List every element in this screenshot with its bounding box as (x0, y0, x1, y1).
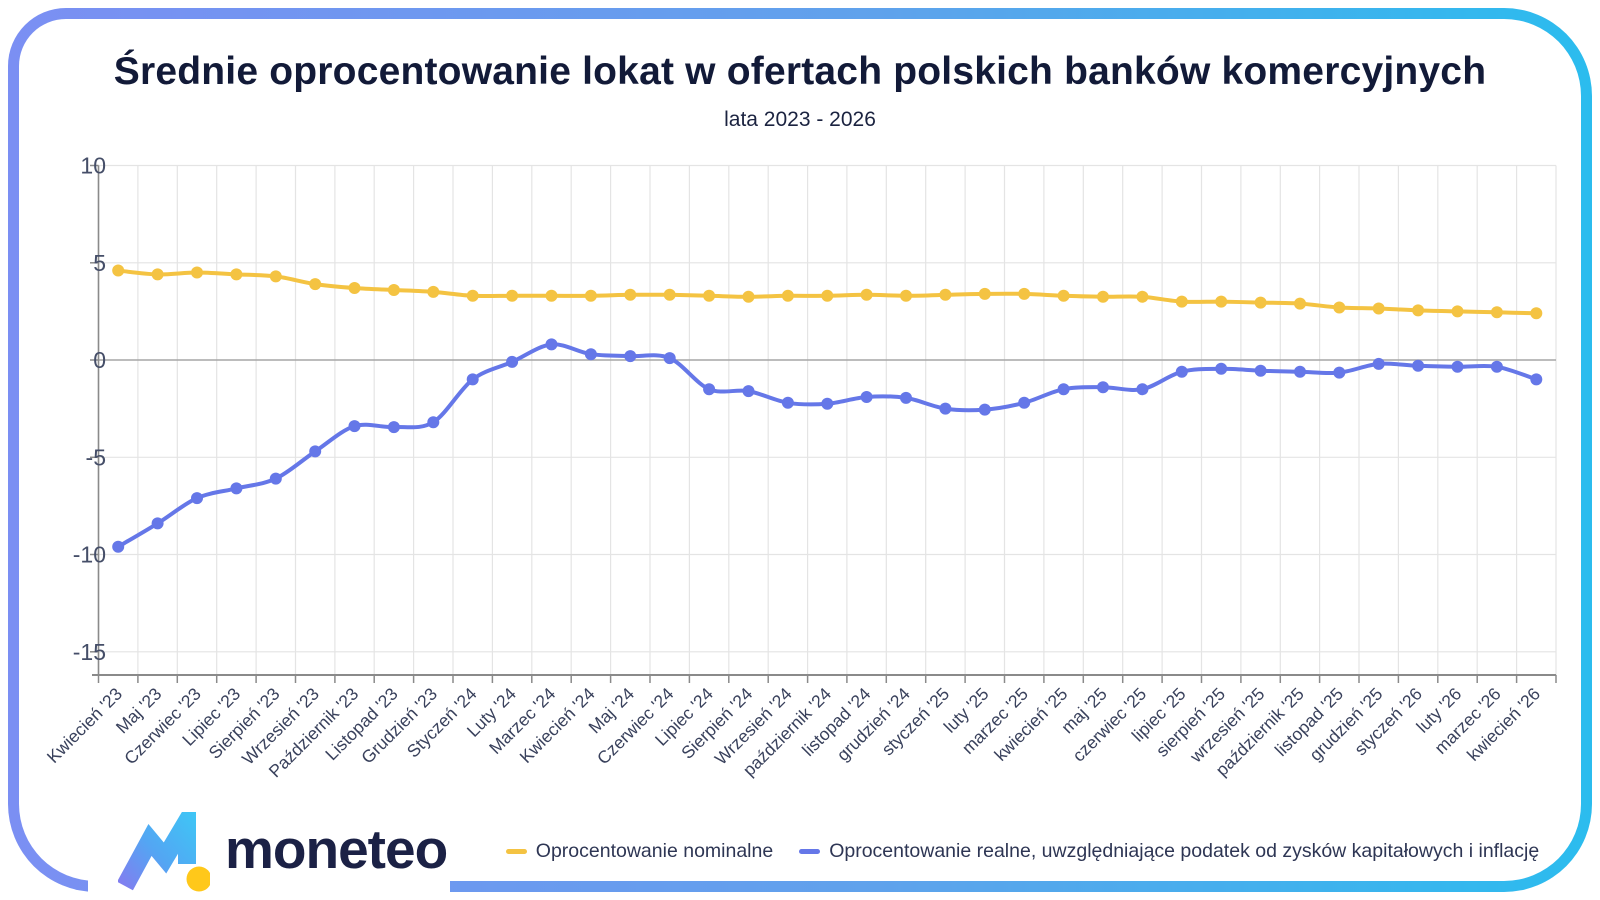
moneteo-mark-icon (118, 812, 210, 892)
legend-label-real: Oprocentowanie realne, uwzględniające po… (829, 839, 1540, 862)
svg-text:0: 0 (93, 347, 106, 373)
legend-marker-nominal-icon (505, 848, 527, 854)
legend-item-nominal: Oprocentowanie nominalne (505, 839, 774, 863)
series-real (112, 338, 1543, 553)
horizontal-gridlines (98, 164, 1556, 653)
svg-text:-5: -5 (86, 444, 106, 470)
svg-text:-10: -10 (73, 542, 106, 568)
page-title: Średnie oprocentowanie lokat w ofertach … (113, 50, 1487, 93)
legend-label-nominal: Oprocentowanie nominalne (535, 839, 774, 862)
svg-text:-15: -15 (73, 639, 106, 665)
logo-wordmark: moneteo (225, 818, 448, 880)
svg-text:10: 10 (80, 153, 106, 179)
legend-item-real: Oprocentowanie realne, uwzględniające po… (799, 840, 1539, 863)
series-nominal (112, 264, 1543, 320)
vertical-gridlines (97, 165, 1557, 675)
axes (90, 164, 1557, 683)
y-axis-labels: 10 5 0 -5 -10 -15 (73, 153, 106, 665)
page-subtitle: lata 2023 - 2026 (724, 108, 876, 131)
logo-dot-icon (186, 866, 210, 892)
chart-legend: Oprocentowanie nominalne Oprocentowanie … (500, 836, 1545, 866)
gradient-border-frame (8, 8, 1592, 892)
svg-text:5: 5 (93, 250, 106, 276)
moneteo-logo: moneteo (118, 808, 448, 896)
legend-marker-real-icon (799, 848, 821, 854)
